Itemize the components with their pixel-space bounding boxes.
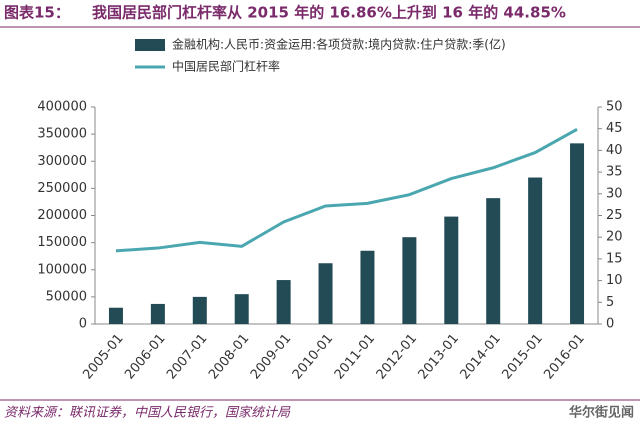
line [115,128,578,253]
y-tick-label: 400000 [37,100,87,115]
y2-tick-label: 15 [606,251,623,266]
x-tick-label: 2011-01 [332,331,378,382]
x-tick-label: 2008-01 [206,331,252,382]
watermark: 华尔街见闻 [569,405,634,421]
bar [192,296,207,324]
legend-label: 中国居民部门杠杆率 [172,59,280,74]
y-tick-label: 200000 [37,208,87,223]
bar [444,216,459,324]
bar [570,143,585,324]
y2-tick-label: 0 [606,317,614,332]
y2-tick-label: 20 [606,230,623,245]
bar [318,263,333,324]
bar [528,177,543,324]
y2-tick-label: 5 [606,295,614,310]
x-tick-label: 2007-01 [164,331,210,382]
y-tick-label: 250000 [37,181,87,196]
bar [108,307,123,324]
y2-tick-label: 10 [606,273,623,288]
x-tick-label: 2010-01 [290,331,336,382]
y-tick-label: 0 [79,317,87,332]
figure-label: 图表15： [4,4,70,22]
y-tick-label: 350000 [37,127,87,142]
legend-label: 金融机构:人民币:资金运用:各项贷款:境内贷款:住户贷款:季(亿) [172,37,506,52]
bar [276,280,291,324]
y2-tick-label: 50 [606,100,623,115]
y2-tick-label: 30 [606,186,623,201]
y2-tick-label: 45 [606,121,623,136]
legend-swatch [135,39,165,51]
x-tick-label: 2006-01 [122,331,168,382]
chart-title: 我国居民部门杠杆率从 2015 年的 16.86%上升到 16 年的 44.85… [92,4,566,22]
y-tick-label: 150000 [37,235,87,250]
x-tick-label: 2009-01 [248,331,294,382]
y2-tick-label: 40 [606,143,623,158]
x-tick-label: 2013-01 [416,331,462,382]
x-tick-label: 2016-01 [541,331,587,382]
bar [402,237,417,324]
bar [150,303,165,324]
x-tick-label: 2012-01 [374,331,420,382]
y-tick-label: 50000 [46,289,87,304]
y2-tick-label: 25 [606,208,623,223]
bar [486,198,501,324]
bar [234,294,249,324]
y2-tick-label: 35 [606,165,623,180]
bar [360,250,375,324]
y-tick-label: 300000 [37,154,87,169]
y-tick-label: 100000 [37,262,87,277]
x-tick-label: 2005-01 [80,331,126,382]
x-tick-label: 2014-01 [458,331,504,382]
source: 资料来源：联讯证券，中国人民银行，国家统计局 [4,405,291,421]
x-tick-label: 2015-01 [499,331,545,382]
